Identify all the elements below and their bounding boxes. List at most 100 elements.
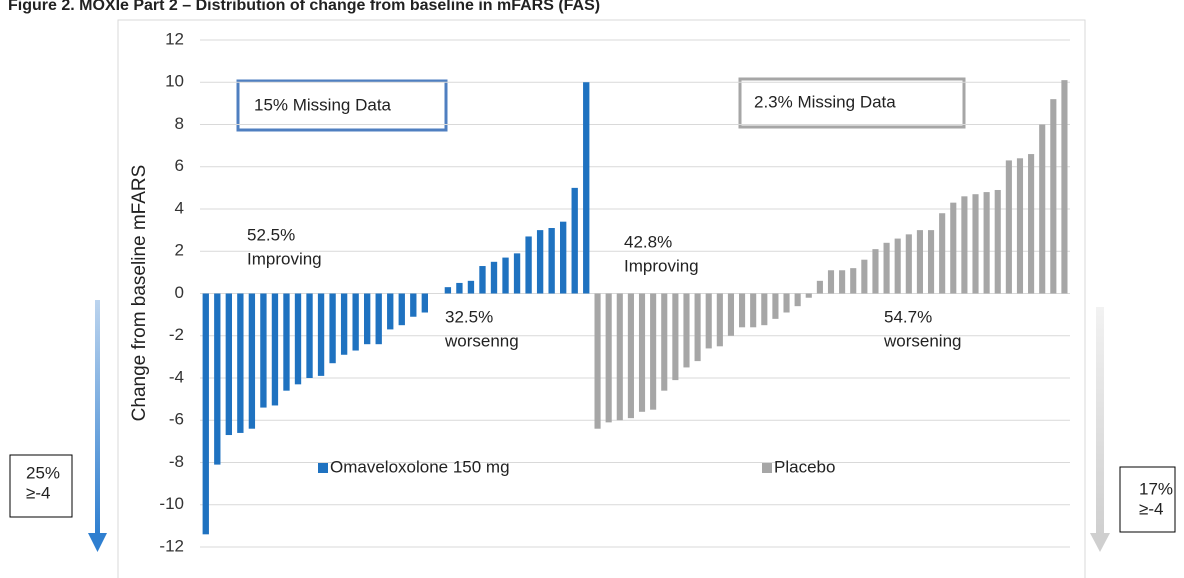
annotation: 42.8% <box>624 232 672 251</box>
bar <box>560 221 567 294</box>
bar <box>352 293 359 351</box>
bar <box>716 293 723 347</box>
bar <box>939 213 946 294</box>
bar <box>444 287 452 294</box>
bar <box>237 293 244 433</box>
bar <box>816 280 823 294</box>
y-tick-label: -6 <box>169 410 184 429</box>
annotation: Improving <box>247 249 322 268</box>
bar <box>317 293 325 376</box>
bar <box>638 293 646 412</box>
bar <box>705 293 712 349</box>
bar <box>375 293 382 345</box>
bar <box>727 293 735 336</box>
annotation: ≥-4 <box>1139 499 1163 518</box>
bar <box>683 293 690 368</box>
bar <box>502 257 509 294</box>
y-tick-label: -12 <box>159 536 184 555</box>
bar <box>513 253 521 294</box>
bar <box>410 293 417 317</box>
bar <box>294 293 302 385</box>
note-box <box>1119 466 1176 533</box>
y-tick-label: 10 <box>165 72 184 91</box>
bar <box>594 293 601 429</box>
bar <box>329 293 336 364</box>
bar <box>398 293 405 326</box>
y-tick-label: 2 <box>175 241 184 260</box>
annotation: 54.7% <box>884 307 932 326</box>
bar <box>894 238 901 294</box>
bar <box>202 293 209 535</box>
y-tick-label: -2 <box>169 325 184 344</box>
bar <box>927 230 935 294</box>
annotation: 2.3% Missing Data <box>754 92 896 111</box>
annotation: 25% <box>26 463 60 482</box>
legend-swatch <box>762 463 772 473</box>
annotation: worsening <box>883 331 962 350</box>
bar <box>861 259 868 294</box>
bar <box>364 293 371 345</box>
bar <box>872 249 879 294</box>
bar <box>1028 154 1035 294</box>
y-tick-label: 12 <box>165 29 184 48</box>
bar <box>548 228 555 294</box>
annotation: 32.5% <box>445 307 493 326</box>
bar <box>271 293 279 406</box>
bar <box>694 293 701 362</box>
arrow <box>1096 307 1104 535</box>
bar <box>916 230 923 294</box>
bar <box>571 187 578 294</box>
arrow-head <box>1090 533 1110 552</box>
bar <box>627 293 634 419</box>
y-tick-label: -8 <box>169 452 184 471</box>
y-tick-label: 4 <box>175 198 184 217</box>
bar <box>1039 124 1046 294</box>
bar <box>467 280 475 294</box>
bar <box>950 202 957 294</box>
bar <box>972 194 979 294</box>
chart-title: Figure 2. MOXIe Part 2 – Distribution of… <box>8 0 600 14</box>
bar <box>525 236 532 294</box>
bar <box>883 242 890 294</box>
bar <box>661 293 668 391</box>
y-tick-label: -10 <box>159 494 184 513</box>
bar <box>387 293 394 330</box>
bar <box>1061 80 1068 294</box>
bar <box>839 270 846 294</box>
bar <box>616 293 623 421</box>
y-tick-label: -4 <box>169 367 184 386</box>
note-box <box>738 77 966 129</box>
bar <box>536 230 544 294</box>
bar <box>260 293 267 408</box>
legend-swatch <box>318 463 328 473</box>
bar <box>283 293 290 391</box>
bar <box>1016 158 1024 294</box>
bar <box>214 293 221 465</box>
annotation: Improving <box>624 256 699 275</box>
annotation: ≥-4 <box>26 483 50 502</box>
bar <box>421 293 428 313</box>
bar <box>650 293 657 410</box>
bar <box>1005 160 1012 294</box>
bar <box>827 270 835 294</box>
annotation: worsenng <box>444 331 519 350</box>
bar <box>794 293 801 307</box>
bar <box>340 293 348 355</box>
bar <box>583 82 590 294</box>
annotation: 17% <box>1139 479 1173 498</box>
bar <box>772 293 779 319</box>
y-tick-label: 0 <box>175 283 184 302</box>
bar <box>850 268 857 294</box>
bar <box>490 261 498 294</box>
bar <box>905 234 912 294</box>
y-axis-label: Change from baseline mFARS <box>129 165 150 422</box>
bar <box>983 192 990 294</box>
plot-frame <box>117 19 1086 578</box>
bar <box>783 293 790 313</box>
arrow-head <box>88 533 107 552</box>
note-box <box>9 454 73 518</box>
bar <box>605 293 612 423</box>
bar <box>994 189 1001 294</box>
bar <box>225 293 232 436</box>
